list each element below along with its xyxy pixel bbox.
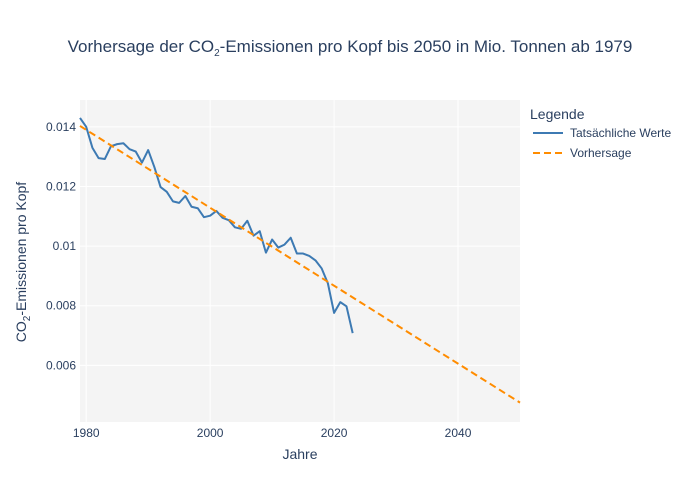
legend-item-forecast: Vorhersage [570,146,632,160]
legend: Legende Tatsächliche Werte Vorhersage [530,106,671,160]
x-tick-label: 1980 [73,426,100,440]
y-tick-label: 0.006 [46,358,76,372]
x-axis-ticks: 1980 2000 2020 2040 [73,426,472,440]
y-tick-label: 0.01 [53,239,77,253]
y-tick-label: 0.014 [46,120,76,134]
y-tick-label: 0.012 [46,179,76,193]
y-axis-ticks: 0.006 0.008 0.01 0.012 0.014 [46,120,76,373]
y-axis-label: CO2-Emissionen pro Kopf [13,182,33,343]
x-axis-label: Jahre [282,446,317,462]
legend-title: Legende [530,106,585,122]
x-tick-label: 2000 [197,426,224,440]
x-tick-label: 2040 [445,426,472,440]
series-line-forecast [79,125,521,404]
grid [80,100,520,422]
legend-item-actual: Tatsächliche Werte [570,126,671,140]
chart-title: Vorhersage der CO2-Emissionen pro Kopf b… [68,37,633,59]
plot-area [80,100,520,422]
series-group [79,117,521,404]
x-tick-label: 2020 [321,426,348,440]
y-tick-label: 0.008 [46,299,76,313]
